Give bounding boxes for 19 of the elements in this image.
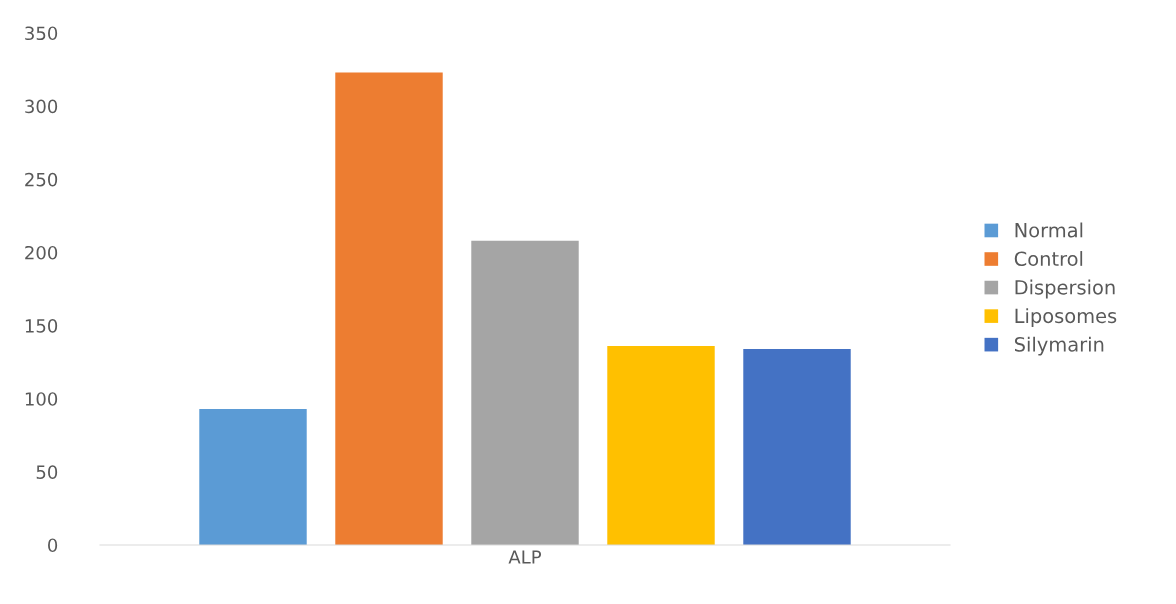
bar — [471, 240, 579, 545]
y-tick-label: 300 — [25, 99, 58, 114]
legend-label: Silymarin — [1014, 336, 1104, 356]
y-tick-label: 0 — [48, 538, 58, 553]
y-tick-label: 200 — [25, 245, 58, 260]
legend-label: Dispersion — [1015, 279, 1115, 299]
bar — [199, 408, 307, 545]
y-tick-label: 250 — [25, 172, 58, 187]
bar — [743, 348, 851, 545]
bar — [335, 72, 443, 545]
legend-label: Normal — [1015, 222, 1083, 238]
y-tick-label: 50 — [36, 465, 58, 479]
legend-label: Liposomes — [1015, 308, 1117, 327]
y-tick-label: 150 — [25, 319, 58, 333]
legend-label: Control — [1014, 251, 1083, 267]
bar — [607, 346, 715, 545]
y-tick-label: 350 — [25, 26, 58, 41]
y-tick-label: 100 — [25, 392, 58, 406]
x-tick-label: ALP — [508, 550, 542, 564]
